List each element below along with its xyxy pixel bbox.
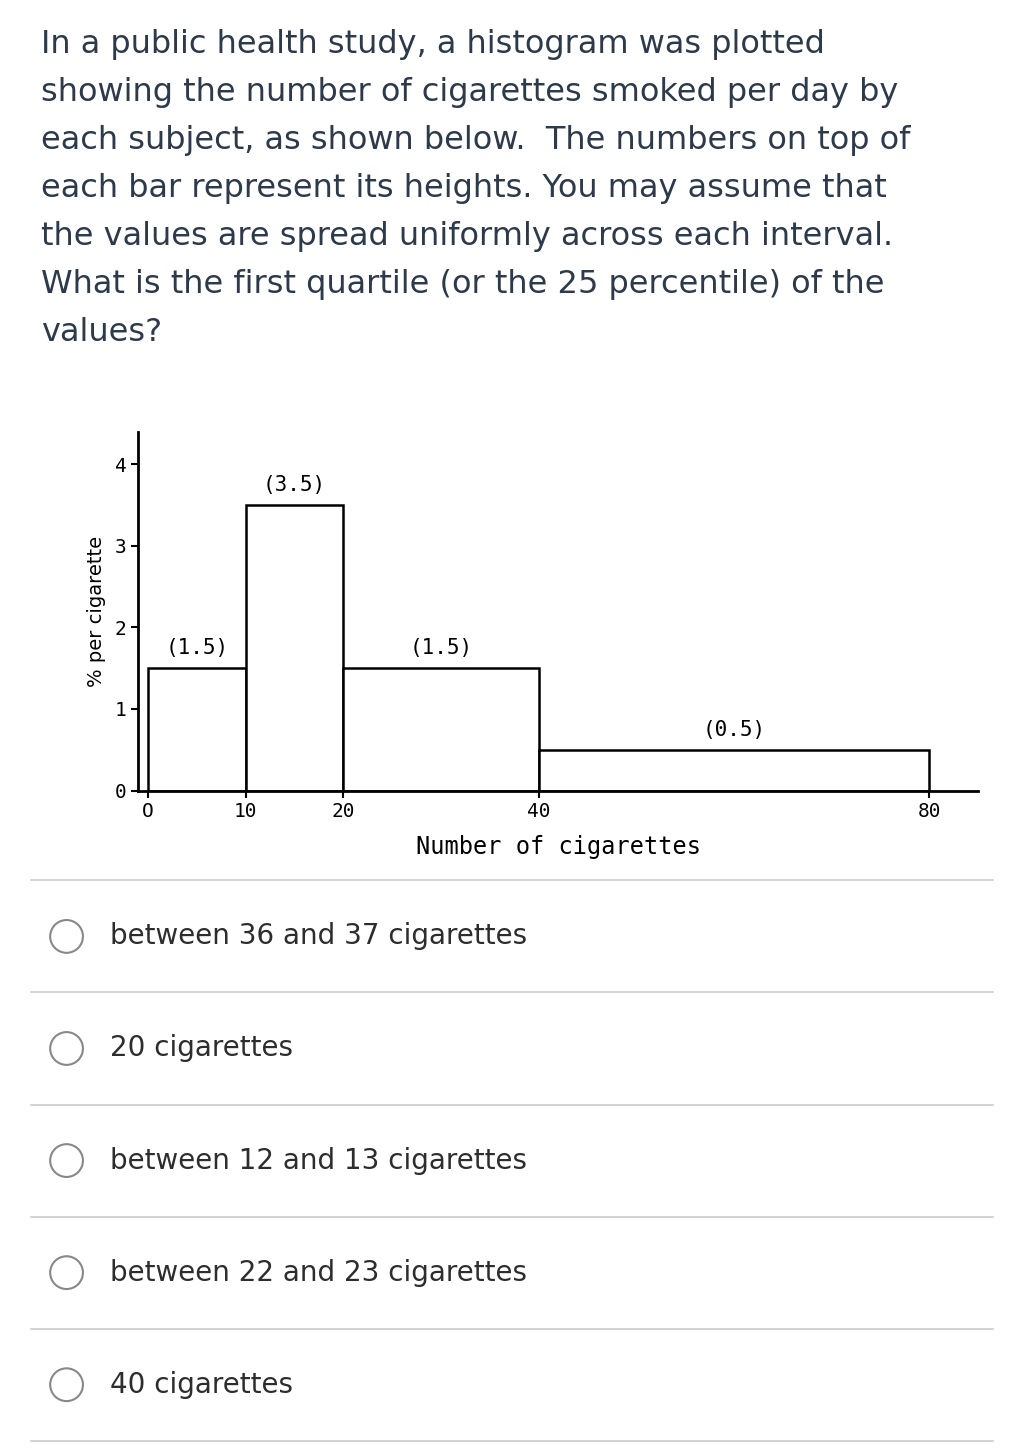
Text: showing the number of cigarettes smoked per day by: showing the number of cigarettes smoked … [41, 77, 898, 109]
Text: between 22 and 23 cigarettes: between 22 and 23 cigarettes [110, 1258, 526, 1287]
Text: each bar represent its heights. You may assume that: each bar represent its heights. You may … [41, 172, 887, 204]
Bar [246, 505, 343, 791]
Text: each subject, as shown below.  The numbers on top of: each subject, as shown below. The number… [41, 125, 910, 156]
Text: (1.5): (1.5) [410, 639, 472, 659]
Text: (3.5): (3.5) [263, 475, 326, 495]
Text: (0.5): (0.5) [702, 720, 765, 740]
Text: values?: values? [41, 317, 162, 349]
Bar [539, 750, 929, 791]
Text: 40 cigarettes: 40 cigarettes [110, 1371, 293, 1399]
Text: 20 cigarettes: 20 cigarettes [110, 1034, 293, 1063]
Text: between 36 and 37 cigarettes: between 36 and 37 cigarettes [110, 922, 526, 950]
Text: What is the first quartile (or the 25 percentile) of the: What is the first quartile (or the 25 pe… [41, 269, 885, 300]
Bar [148, 668, 246, 791]
Y-axis label: % per cigarette: % per cigarette [87, 536, 106, 686]
Text: In a public health study, a histogram was plotted: In a public health study, a histogram wa… [41, 29, 825, 59]
Bar [343, 668, 539, 791]
Text: (1.5): (1.5) [165, 639, 228, 659]
Text: between 12 and 13 cigarettes: between 12 and 13 cigarettes [110, 1147, 526, 1174]
X-axis label: Number of cigarettes: Number of cigarettes [416, 835, 700, 859]
Text: the values are spread uniformly across each interval.: the values are spread uniformly across e… [41, 222, 893, 252]
